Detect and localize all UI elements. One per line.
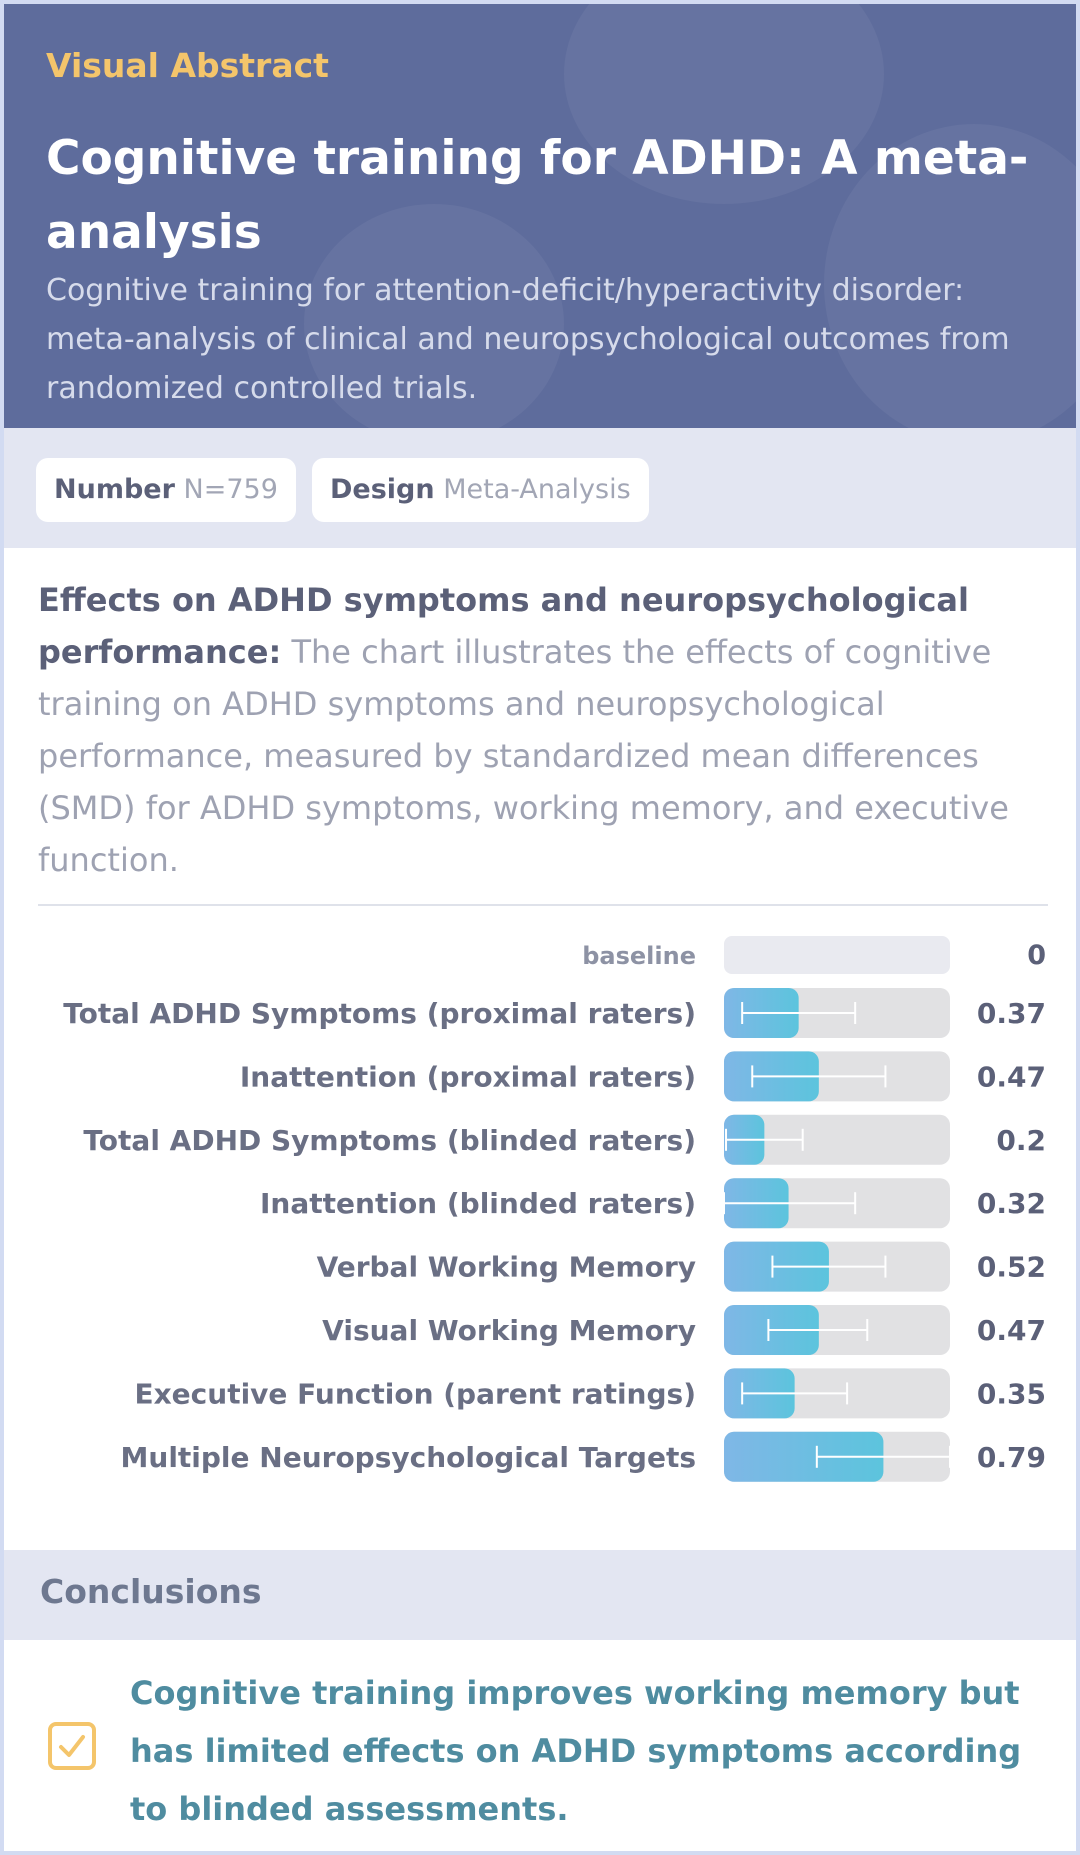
value-label: 0.2 — [996, 1124, 1046, 1157]
category-label: Verbal Working Memory — [317, 1251, 696, 1284]
number-badge: Number N=759 — [36, 458, 296, 522]
value-label: 0.79 — [977, 1441, 1046, 1474]
bar — [724, 1431, 884, 1482]
background-texture — [824, 124, 1076, 428]
description-lead: Effects on ADHD symptoms and neuropsycho… — [38, 581, 969, 671]
chart-description: Effects on ADHD symptoms and neuropsycho… — [38, 574, 1038, 886]
category-label: Executive Function (parent ratings) — [134, 1377, 696, 1410]
value-label: 0.47 — [977, 1314, 1046, 1347]
value-label: 0.52 — [977, 1251, 1046, 1284]
category-label: Visual Working Memory — [322, 1314, 696, 1347]
category-label: Inattention (blinded raters) — [260, 1187, 696, 1220]
conclusions-header: Conclusions — [4, 1550, 1076, 1640]
checkbox-icon — [48, 1722, 96, 1770]
value-label: 0.35 — [977, 1377, 1046, 1410]
category-label: Total ADHD Symptoms (proximal raters) — [63, 997, 696, 1030]
category-label: Total ADHD Symptoms (blinded raters) — [83, 1124, 696, 1157]
baseline-value: 0 — [1027, 940, 1046, 971]
effect-size-chart: baseline 0 Total ADHD Symptoms (proximal r… — [63, 936, 1046, 1482]
divider — [38, 904, 1048, 906]
design-badge: Design Meta-Analysis — [312, 458, 649, 522]
conclusions-heading: Conclusions — [40, 1572, 262, 1611]
value-label: 0.32 — [977, 1187, 1046, 1220]
design-key: Design — [330, 474, 435, 505]
page-title: Cognitive training for ADHD: A meta-anal… — [46, 131, 1029, 260]
category-label: Multiple Neuropsychological Targets — [121, 1441, 696, 1474]
page-subtitle: Cognitive training for attention-deficit… — [46, 273, 1010, 406]
value-label: 0.47 — [977, 1060, 1046, 1093]
background-texture — [564, 4, 884, 204]
number-key: Number — [54, 474, 175, 505]
baseline-track — [724, 936, 950, 974]
baseline-label: baseline — [582, 942, 696, 970]
design-value: Meta-Analysis — [443, 474, 631, 505]
kicker-label: Visual Abstract — [46, 46, 329, 85]
number-value: N=759 — [183, 474, 278, 505]
bar-track — [724, 1114, 950, 1165]
category-label: Inattention (proximal raters) — [240, 1060, 696, 1093]
value-label: 0.37 — [977, 997, 1046, 1030]
header-banner: Visual Abstract Cognitive training for A… — [4, 4, 1076, 428]
study-meta-band: Number N=759 Design Meta-Analysis — [4, 428, 1076, 548]
conclusion-text: Cognitive training improves working memo… — [130, 1674, 1022, 1828]
background-texture — [304, 204, 564, 428]
description-body: The chart illustrates the effects of cog… — [38, 633, 1009, 879]
